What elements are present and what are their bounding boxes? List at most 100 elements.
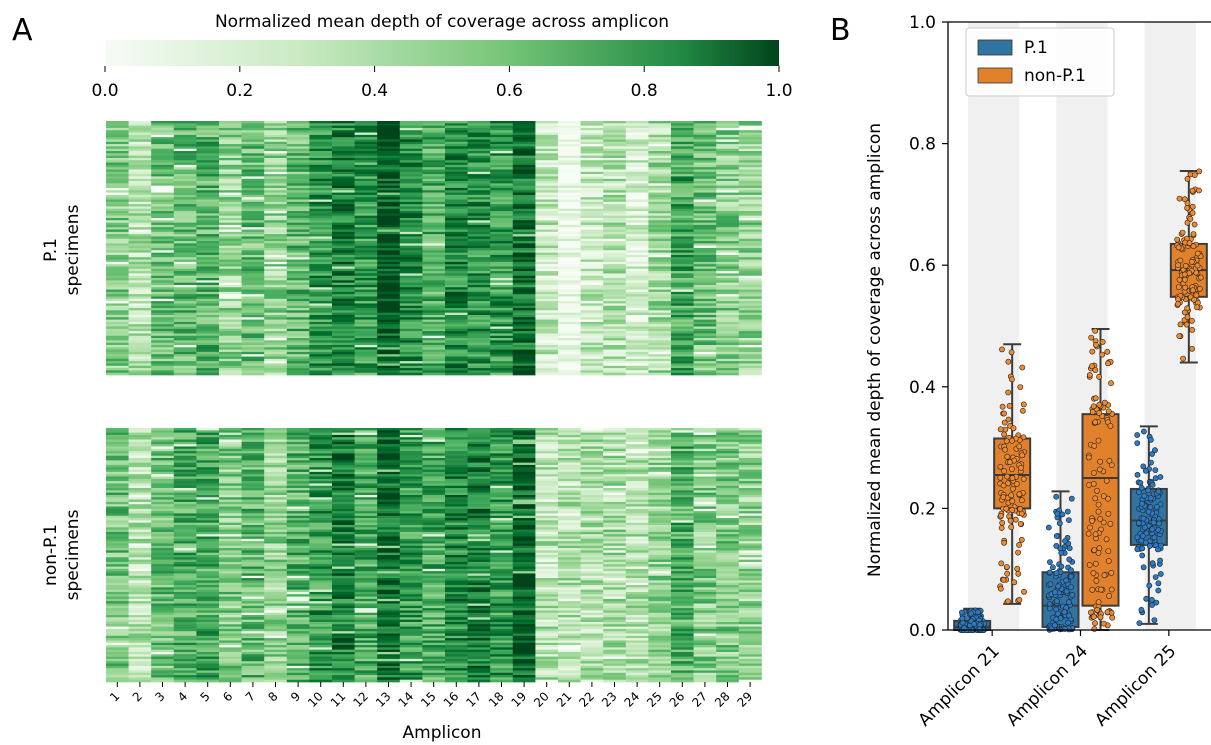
heatmap-cell <box>106 439 129 443</box>
heatmap-cell <box>128 485 152 489</box>
heatmap-cell <box>286 499 310 503</box>
heatmap-cell <box>377 291 401 295</box>
heatmap-cell <box>445 134 468 138</box>
heatmap-cell <box>173 478 197 482</box>
heatmap-cell <box>377 647 401 651</box>
heatmap-cell <box>422 363 446 367</box>
heatmap-cell <box>196 340 220 344</box>
heatmap-cell <box>490 167 514 170</box>
heatmap-cell <box>422 171 446 175</box>
heatmap-cell <box>377 511 401 514</box>
heatmap-cell <box>309 464 333 468</box>
heatmap-cell <box>151 504 175 507</box>
heatmap-cell <box>399 273 423 277</box>
heatmap-cell <box>580 190 604 193</box>
heatmap-cell <box>241 314 265 318</box>
heatmap-cell <box>603 365 627 369</box>
heatmap-cell <box>422 127 446 131</box>
heatmap-cell <box>422 494 446 498</box>
heatmap-cell <box>445 550 468 554</box>
heatmap-cell <box>422 608 446 611</box>
heatmap-cell <box>580 160 604 163</box>
heatmap-cell <box>173 573 197 577</box>
heatmap-cell <box>422 164 446 168</box>
heatmap-cell <box>648 144 672 147</box>
heatmap-cell <box>332 448 355 452</box>
heatmap-cell <box>241 328 265 332</box>
heatmap-cell <box>693 155 717 159</box>
heatmap-cell <box>467 287 491 290</box>
heatmap-cell <box>128 365 152 369</box>
heatmap-cell <box>399 485 423 489</box>
heatmap-cell <box>399 289 423 293</box>
heatmap-cell <box>151 130 175 133</box>
heatmap-cell <box>445 638 468 641</box>
heatmap-cell <box>693 280 717 283</box>
heatmap-cell <box>716 215 740 219</box>
heatmap-cell <box>422 668 446 671</box>
heatmap-cell <box>309 603 333 607</box>
heatmap-cell <box>399 127 423 131</box>
heatmap-cell <box>128 441 152 445</box>
heatmap-cell <box>241 287 265 290</box>
heatmap-cell <box>512 280 536 283</box>
heatmap-cell <box>490 130 514 133</box>
heatmap-cell <box>286 596 310 600</box>
heatmap-cell <box>332 536 355 540</box>
heatmap-cell <box>445 446 468 450</box>
heatmap-cell <box>219 220 242 223</box>
heatmap-cell <box>196 197 220 200</box>
heatmap-cell <box>648 208 672 212</box>
heatmap-cell <box>716 333 740 337</box>
heatmap-cell <box>128 559 152 563</box>
heatmap-cell <box>286 617 310 621</box>
heatmap-cell <box>106 598 129 602</box>
heatmap-cell <box>264 284 288 288</box>
heatmap-cell <box>219 571 242 574</box>
heatmap-cell <box>286 340 310 344</box>
heatmap-cell <box>580 211 604 214</box>
heatmap-cell <box>241 469 265 473</box>
heatmap-cell <box>151 372 175 376</box>
heatmap-cell <box>648 303 672 307</box>
heatmap-cell <box>422 536 446 540</box>
heatmap-cell <box>535 310 559 314</box>
heatmap-cell <box>422 591 446 595</box>
heatmap-cell <box>354 490 378 494</box>
heatmap-cell <box>648 312 672 316</box>
heatmap-cell <box>309 294 333 297</box>
heatmap-cell <box>671 314 694 318</box>
heatmap-cell <box>219 612 242 616</box>
heatmap-cell <box>173 250 197 253</box>
heatmap-cell <box>625 217 649 221</box>
heatmap-cell <box>354 677 378 681</box>
heatmap-cell <box>264 162 288 166</box>
heatmap-cell <box>671 151 694 154</box>
heatmap-cell <box>377 612 401 616</box>
heatmap-cell <box>332 531 355 535</box>
heatmap-cell <box>286 552 310 556</box>
heatmap-cell <box>399 520 423 524</box>
heatmap-cell <box>309 264 333 267</box>
heatmap-cell <box>196 552 220 556</box>
heatmap-cell <box>241 317 265 320</box>
heatmap-cell <box>128 333 152 337</box>
heatmap-cell <box>490 328 514 332</box>
heatmap-cell <box>286 478 310 482</box>
heatmap-cell <box>738 206 762 210</box>
heatmap-cell <box>558 211 581 214</box>
heatmap-cell <box>738 335 762 339</box>
heatmap-cell <box>535 245 559 249</box>
heatmap-cell <box>445 490 468 494</box>
heatmap-cell <box>173 259 197 263</box>
heatmap-cell <box>738 185 762 189</box>
heatmap-cell <box>467 328 491 332</box>
heatmap-cell <box>309 460 333 463</box>
heatmap-cell <box>716 211 740 214</box>
heatmap-cell <box>332 157 355 161</box>
heatmap-cell <box>716 167 740 170</box>
heatmap-cell <box>399 176 423 180</box>
heatmap-cell <box>332 289 355 293</box>
heatmap-cell <box>173 146 197 150</box>
heatmap-cell <box>196 167 220 170</box>
